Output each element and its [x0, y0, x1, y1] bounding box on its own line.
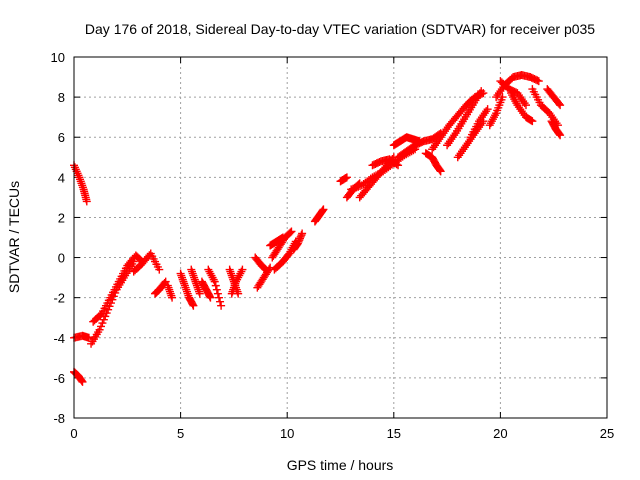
data-point: [217, 301, 226, 310]
data-point: [205, 292, 214, 301]
data-point: [436, 167, 445, 176]
data-point: [318, 206, 327, 215]
x-tick-label: 0: [70, 426, 77, 441]
data-point: [212, 285, 221, 294]
data-point: [213, 289, 222, 298]
data-point: [392, 160, 401, 169]
data-point: [278, 233, 287, 242]
data-point: [297, 231, 306, 240]
data-point: [82, 197, 91, 206]
data-point: [483, 105, 492, 114]
y-tick-label: 6: [58, 130, 65, 145]
data-point: [214, 293, 223, 302]
data-point: [528, 117, 537, 126]
data-point: [96, 311, 105, 320]
data-point: [287, 227, 296, 236]
data-point: [238, 265, 247, 274]
data-point: [161, 277, 170, 286]
x-tick-label: 10: [280, 426, 294, 441]
data-point: [155, 265, 164, 274]
data-points: [70, 71, 565, 386]
data-point: [195, 289, 204, 298]
data-point: [477, 87, 486, 96]
y-tick-label: -2: [53, 291, 65, 306]
data-point: [78, 377, 87, 386]
y-tick-label: 8: [58, 90, 65, 105]
x-axis-label: GPS time / hours: [287, 457, 394, 473]
data-point: [319, 205, 328, 214]
data-point: [206, 293, 215, 302]
data-point: [188, 300, 197, 309]
grid: [74, 57, 607, 418]
data-point: [556, 101, 565, 110]
x-tick-label: 20: [493, 426, 507, 441]
data-point: [77, 376, 86, 385]
y-tick-label: 2: [58, 210, 65, 225]
y-tick-label: 4: [58, 170, 65, 185]
data-point: [261, 265, 270, 274]
data-point: [556, 131, 565, 140]
data-point: [298, 229, 307, 238]
data-point: [286, 228, 295, 237]
y-tick-label: -6: [53, 371, 65, 386]
data-point: [84, 333, 93, 342]
y-tick-label: 0: [58, 251, 65, 266]
data-point: [211, 281, 220, 290]
data-point: [342, 173, 351, 182]
chart-title: Day 176 of 2018, Sidereal Day-to-day VTE…: [85, 21, 595, 37]
y-tick-label: -8: [53, 411, 65, 426]
axis-ticks: 0 5 10 15 20 25 -8 -6 -4 -2 0 2 4 6 8 10: [51, 50, 615, 441]
data-point: [394, 161, 403, 170]
y-tick-label: -4: [53, 331, 65, 346]
data-point: [168, 293, 177, 302]
y-tick-label: 10: [51, 50, 65, 65]
data-point: [555, 99, 564, 108]
plot-frame: [73, 56, 608, 419]
data-point: [415, 137, 424, 146]
data-point: [435, 166, 444, 175]
data-point: [555, 130, 564, 139]
x-tick-label: 15: [387, 426, 401, 441]
x-tick-label: 5: [177, 426, 184, 441]
data-point: [216, 297, 225, 306]
data-point: [534, 77, 543, 86]
x-tick-label: 25: [600, 426, 614, 441]
data-point: [521, 101, 530, 110]
data-point: [210, 277, 219, 286]
data-point: [189, 301, 198, 310]
y-axis-label: SDTVAR / TECUs: [6, 181, 22, 293]
